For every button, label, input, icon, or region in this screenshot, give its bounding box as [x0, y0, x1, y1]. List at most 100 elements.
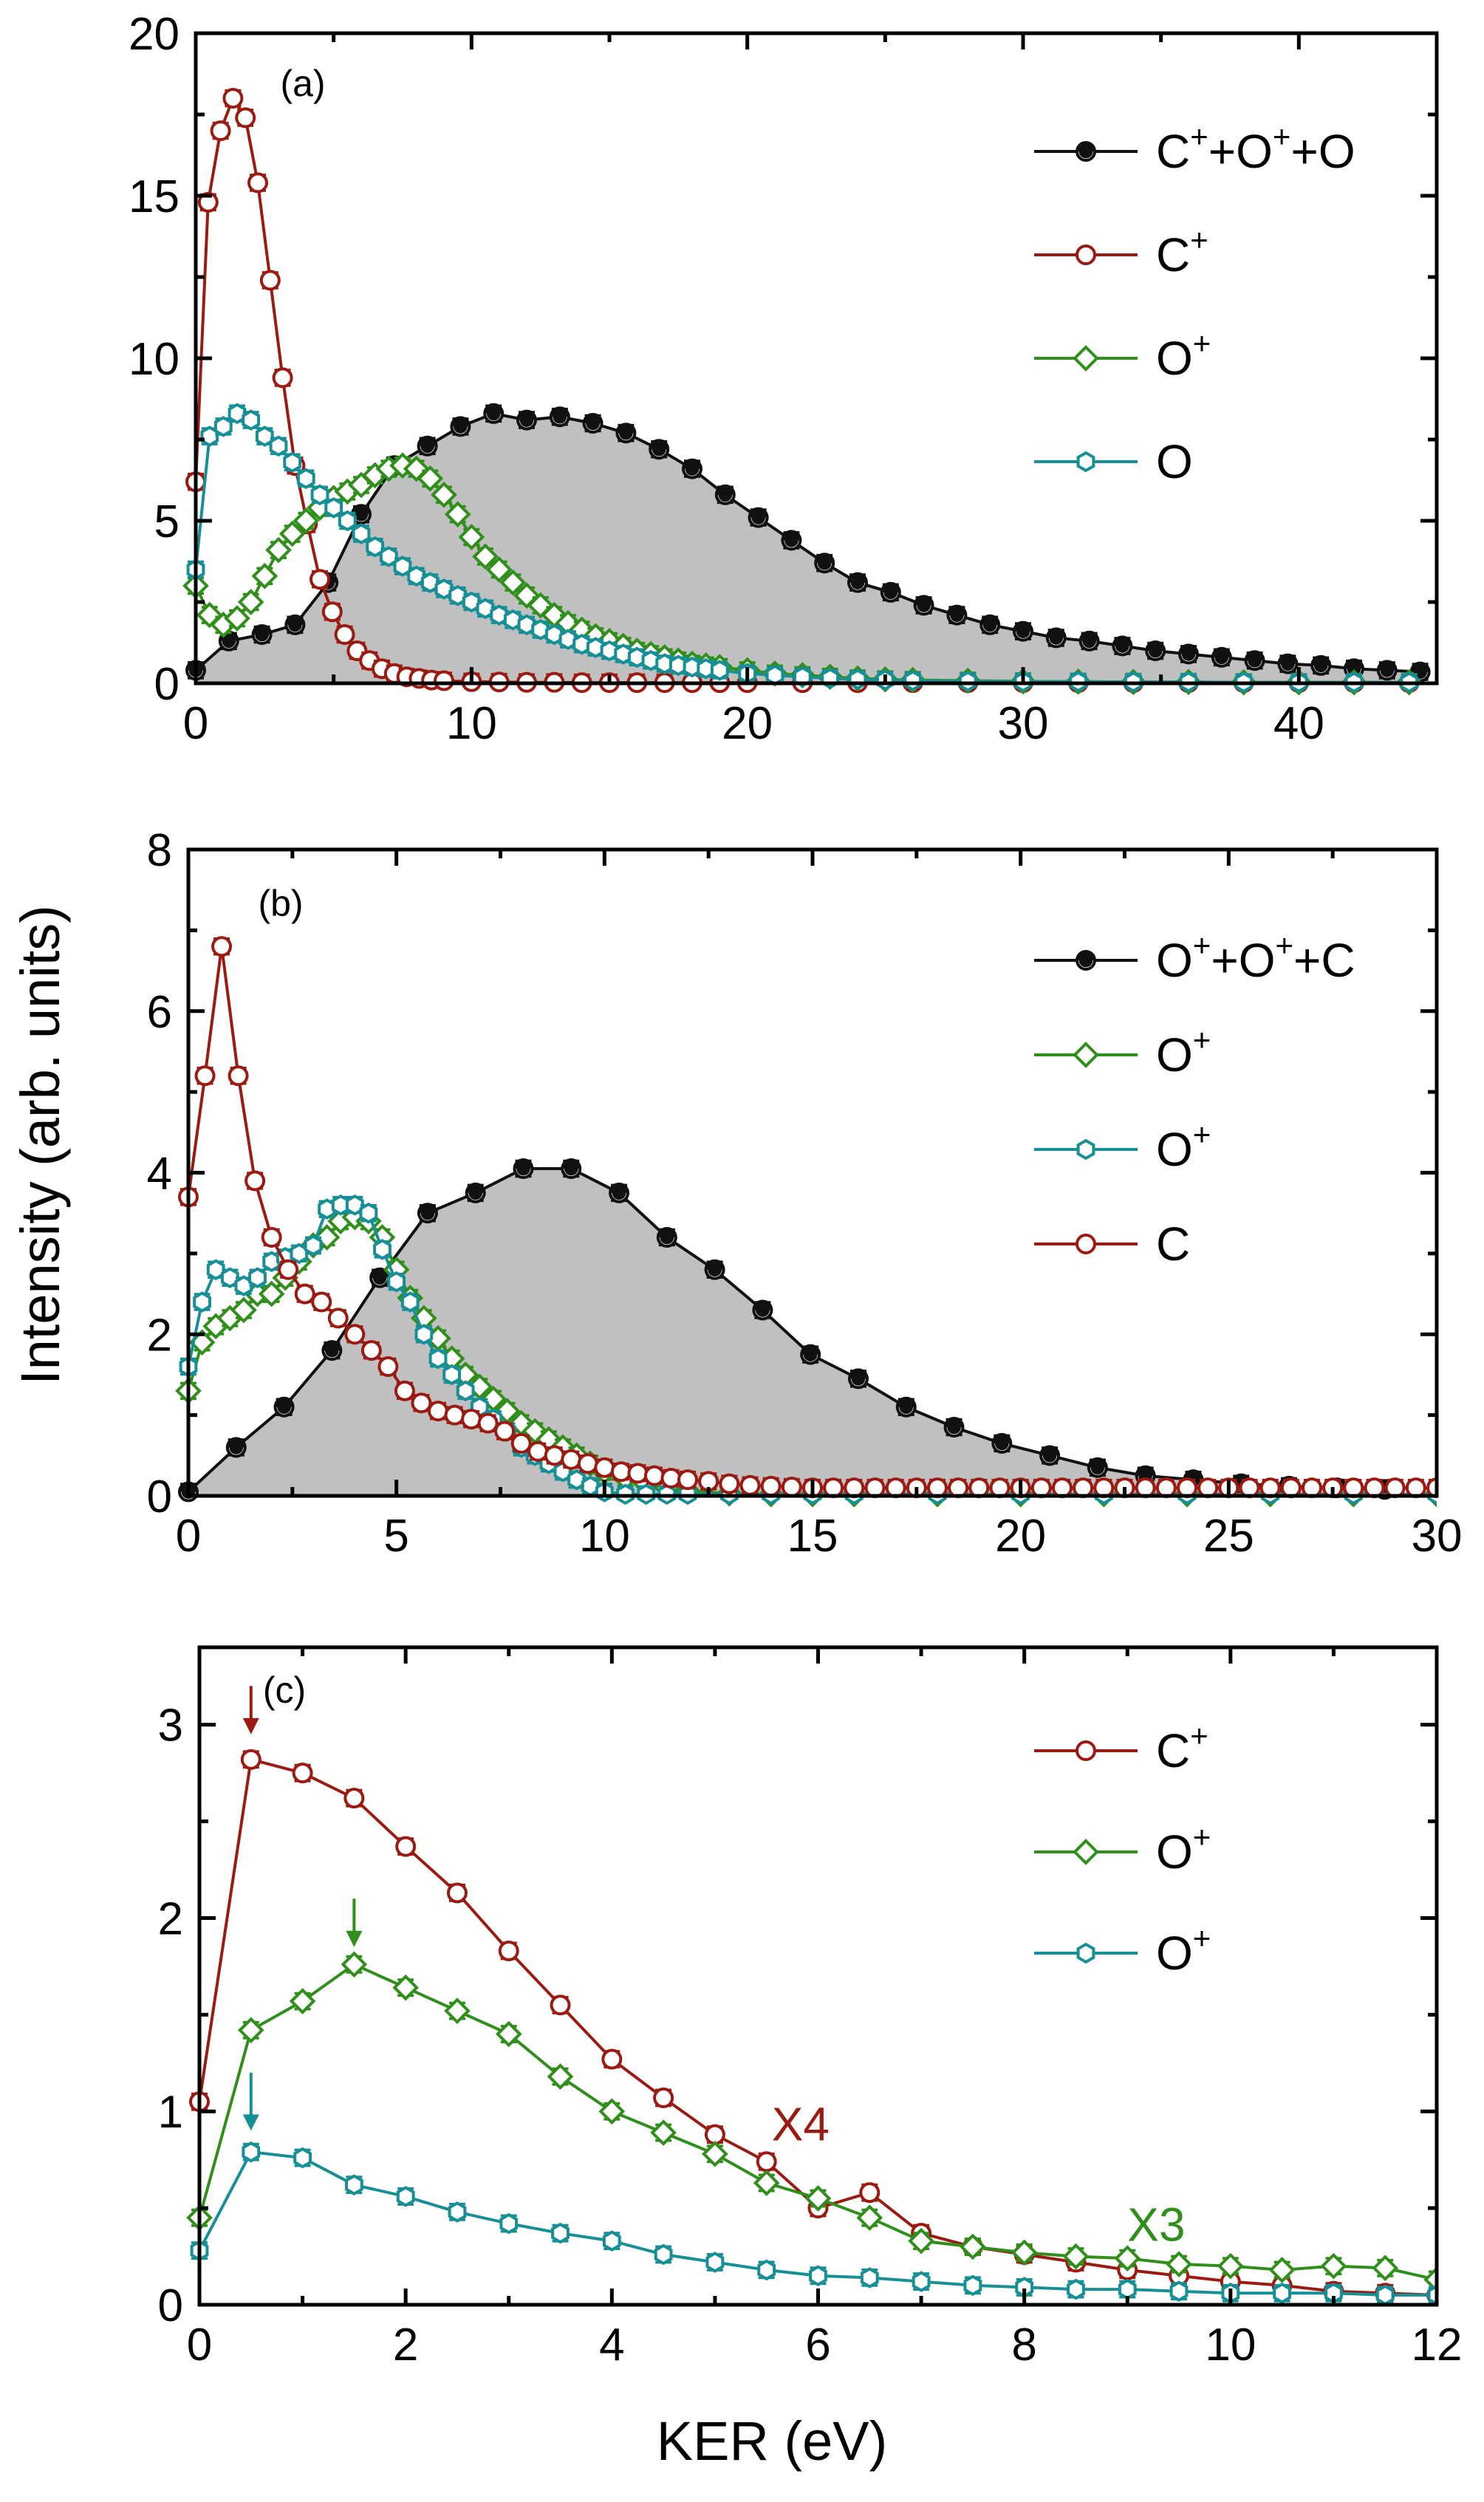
marker-point	[395, 1836, 417, 1857]
marker-point	[1197, 1477, 1219, 1499]
legend-entry: O++O++C	[1034, 928, 1355, 987]
marker-point	[225, 1437, 247, 1458]
marker-point	[499, 569, 527, 596]
marker-point	[1078, 630, 1100, 652]
marker-point	[431, 481, 457, 508]
marker-point	[387, 1271, 406, 1293]
marker-point	[979, 614, 1001, 635]
marker-point	[1384, 1477, 1406, 1499]
marker-point	[927, 1477, 948, 1499]
marker-point	[1277, 653, 1299, 674]
marker-core	[288, 618, 302, 632]
marker-core	[1347, 661, 1361, 676]
marker-point	[237, 589, 264, 615]
series-0	[189, 1749, 1437, 2306]
legend-part: +C	[1293, 934, 1355, 987]
marker-point	[278, 520, 306, 547]
marker-point	[682, 458, 702, 479]
marker-point	[220, 1267, 239, 1289]
marker-point	[958, 671, 977, 692]
marker-point	[1344, 658, 1364, 680]
panel-label: (a)	[280, 63, 325, 104]
legend-sup: +	[1193, 1117, 1211, 1152]
marker-point	[272, 367, 293, 389]
marker-point	[660, 1467, 682, 1488]
marker-point	[656, 1227, 677, 1248]
annotation-label: X3	[1127, 2198, 1185, 2252]
marker-core	[851, 1372, 866, 1386]
marker-point	[448, 2201, 467, 2223]
marker-point	[210, 120, 231, 141]
y-tick-label: 20	[129, 9, 179, 60]
marker-point	[392, 1974, 419, 2001]
marker-core	[1049, 631, 1064, 645]
marker-point	[848, 669, 867, 691]
marker-point	[558, 629, 578, 650]
marker-point	[444, 1404, 465, 1426]
marker-point	[1076, 1740, 1096, 1761]
marker-point	[677, 1469, 698, 1491]
marker-point	[549, 406, 570, 428]
marker-point	[255, 425, 274, 447]
arrow-head	[242, 1717, 259, 1734]
marker-core	[1148, 643, 1163, 658]
marker-point	[653, 2087, 674, 2108]
y-axis-title: Intensity (arb. units)	[10, 905, 71, 1385]
marker-core	[950, 608, 964, 622]
marker-point	[296, 468, 315, 490]
marker-core	[784, 533, 799, 547]
marker-point	[856, 2204, 883, 2232]
x-tick-label: 10	[579, 1511, 630, 1562]
marker-point	[446, 1882, 468, 1904]
marker-point	[240, 1749, 261, 1770]
marker-core	[994, 1436, 1009, 1451]
marker-point	[960, 2233, 986, 2260]
marker-point	[602, 2230, 621, 2252]
legend-part: O	[1156, 1927, 1193, 1980]
marker-core	[1181, 647, 1196, 661]
marker-point	[1052, 1477, 1073, 1499]
marker-point	[345, 1194, 364, 1216]
marker-point	[224, 605, 250, 632]
marker-point	[185, 660, 206, 681]
marker-point	[714, 484, 736, 505]
y-tick-label: 0	[158, 2280, 183, 2331]
marker-point	[567, 1469, 586, 1491]
marker-point	[800, 1344, 821, 1365]
legend-part: +O	[1211, 934, 1275, 987]
x-tick-label: 30	[998, 698, 1049, 749]
marker-point	[273, 1396, 295, 1418]
marker-point	[1217, 2252, 1244, 2280]
legend-label: O+	[1156, 1921, 1211, 1980]
marker-point	[847, 572, 868, 593]
marker-core	[1313, 658, 1328, 673]
legend-part: O	[1156, 1123, 1193, 1176]
marker-point	[1067, 2278, 1085, 2300]
x-tick-label: 2	[393, 2320, 418, 2371]
marker-point	[1169, 2280, 1189, 2303]
marker-point	[338, 510, 357, 532]
marker-point	[885, 1477, 906, 1499]
legend-entry: O+	[1034, 1117, 1211, 1176]
marker-point	[289, 1988, 316, 2014]
marker-point	[781, 530, 802, 551]
marker-point	[908, 2227, 934, 2255]
marker-point	[293, 507, 320, 534]
marker-point	[265, 536, 292, 564]
x-tick-label: 0	[176, 1511, 201, 1562]
marker-point	[739, 1474, 761, 1496]
marker-core	[222, 634, 236, 649]
marker-point	[292, 1763, 313, 1784]
marker-point	[702, 2140, 728, 2167]
marker-point	[444, 501, 471, 528]
marker-point	[517, 614, 536, 636]
legend-label: O+	[1156, 326, 1211, 385]
marker-core	[685, 462, 700, 476]
marker-point	[704, 1259, 725, 1280]
marker-core	[850, 575, 865, 589]
marker-point	[531, 619, 550, 640]
y-tick-label: 1	[158, 2087, 183, 2138]
marker-core	[564, 1161, 578, 1176]
legend-label: C+	[1156, 222, 1208, 281]
